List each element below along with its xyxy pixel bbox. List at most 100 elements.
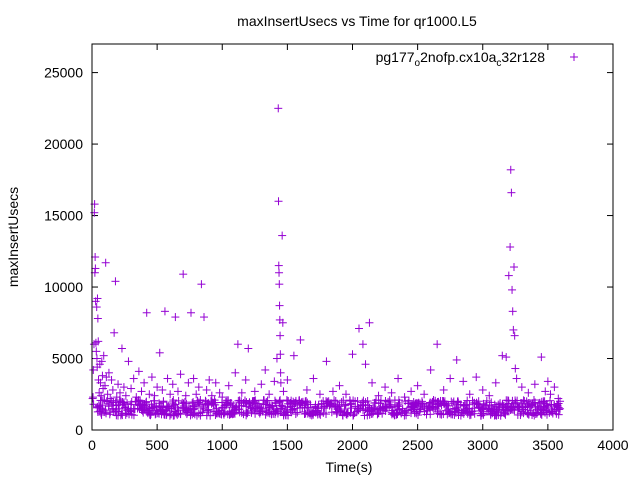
data-point	[158, 385, 167, 394]
data-point	[478, 385, 487, 394]
data-point	[92, 347, 101, 356]
data-point-band	[206, 411, 215, 420]
data-point	[510, 263, 519, 272]
x-tick-label: 2000	[337, 437, 368, 453]
data-point-band	[315, 409, 324, 418]
data-point	[93, 314, 102, 323]
data-point-band	[165, 404, 174, 413]
data-point-band	[340, 401, 349, 410]
data-point	[502, 353, 511, 362]
data-point	[278, 318, 287, 327]
data-point	[173, 387, 182, 396]
data-point	[491, 378, 500, 387]
data-point	[276, 331, 285, 340]
data-point-band	[401, 407, 410, 416]
data-point	[420, 390, 429, 399]
data-point-band	[521, 403, 530, 412]
data-point	[530, 380, 539, 389]
data-point-band	[174, 396, 183, 405]
legend: pg177o2nofp.cx10ac32r128	[376, 49, 578, 69]
data-point-band	[123, 399, 132, 408]
data-point	[207, 391, 216, 400]
data-point	[171, 313, 180, 322]
data-point	[335, 381, 344, 390]
legend-label-part: o	[415, 58, 421, 69]
data-point-band	[349, 410, 358, 419]
data-point	[279, 387, 288, 396]
data-point-band	[283, 407, 292, 416]
data-point-band	[190, 410, 199, 419]
data-point	[472, 373, 481, 382]
data-point-band	[426, 410, 435, 419]
data-point	[168, 380, 177, 389]
data-point-band	[198, 402, 207, 411]
data-point-band	[265, 409, 274, 418]
data-point-band	[101, 406, 110, 415]
data-point	[322, 357, 331, 366]
data-point-band	[393, 410, 402, 419]
data-point	[374, 391, 383, 400]
data-point	[160, 307, 169, 316]
data-point-band	[556, 397, 565, 406]
data-point	[543, 377, 552, 386]
data-point	[124, 357, 133, 366]
data-point-band	[336, 406, 345, 415]
data-point	[278, 231, 287, 240]
data-point-band	[474, 397, 483, 406]
data-point-band	[349, 396, 358, 405]
data-point	[413, 381, 422, 390]
data-point	[465, 390, 474, 399]
data-point-band	[517, 407, 526, 416]
data-point	[508, 285, 517, 294]
data-point-band	[291, 410, 300, 419]
data-point	[92, 354, 101, 363]
data-point	[93, 294, 102, 303]
data-point-band	[219, 409, 228, 418]
data-point	[129, 374, 138, 383]
data-point	[361, 360, 370, 369]
data-point-band	[335, 402, 344, 411]
y-tick-label: 0	[75, 422, 83, 438]
data-point	[400, 393, 409, 402]
data-point-band	[326, 400, 335, 409]
data-point	[104, 368, 113, 377]
x-tick-label: 3000	[467, 437, 498, 453]
data-point-band	[295, 396, 304, 405]
data-point-band	[556, 404, 565, 413]
data-point	[103, 390, 112, 399]
data-point-band	[173, 410, 182, 419]
data-point	[134, 367, 143, 376]
data-point	[341, 390, 350, 399]
data-point-band	[402, 411, 411, 420]
data-point	[517, 383, 526, 392]
data-point	[550, 383, 559, 392]
data-point	[387, 388, 396, 397]
data-point	[153, 383, 162, 392]
legend-marker	[570, 53, 578, 61]
data-point	[110, 328, 119, 337]
data-point-band	[376, 396, 385, 405]
data-point	[194, 383, 203, 392]
x-tick-label: 3500	[532, 437, 563, 453]
data-point	[276, 378, 285, 387]
legend-label-part: 2nofp.cx10a	[420, 49, 496, 65]
data-point-band	[331, 397, 340, 406]
legend-label: pg177o2nofp.cx10ac32r128	[376, 49, 546, 69]
data-point-band	[241, 396, 250, 405]
data-point	[507, 188, 516, 197]
data-point	[439, 385, 448, 394]
data-point-band	[470, 409, 479, 418]
data-point	[147, 373, 156, 382]
x-tick-label: 500	[145, 437, 169, 453]
data-point-band	[337, 398, 346, 407]
data-point	[192, 390, 201, 399]
data-point	[89, 340, 98, 349]
data-point	[485, 391, 494, 400]
data-point	[541, 387, 550, 396]
data-point-band	[142, 397, 151, 406]
data-point-band	[117, 409, 126, 418]
data-point	[181, 391, 190, 400]
data-point	[97, 357, 106, 366]
data-point	[224, 381, 233, 390]
data-point	[145, 390, 154, 399]
